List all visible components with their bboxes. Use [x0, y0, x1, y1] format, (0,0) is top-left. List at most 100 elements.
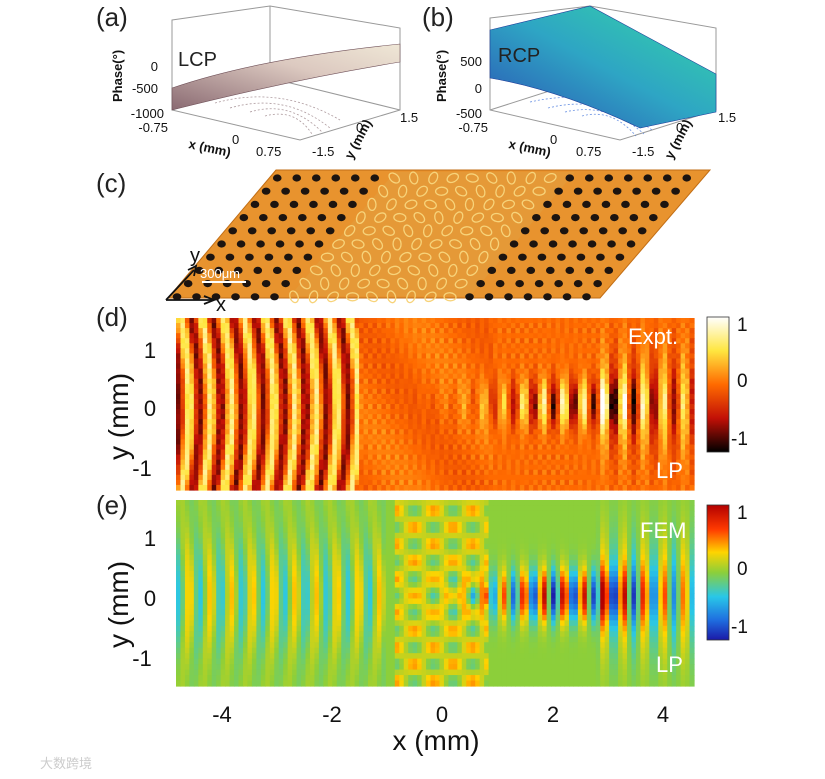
heatmap-cell: [613, 373, 619, 380]
heatmap-cell: [242, 378, 249, 385]
heatmap-cell: [260, 338, 266, 344]
heatmap-cell: [247, 348, 253, 355]
heatmap-cell: [251, 404, 257, 410]
heatmap-cell: [408, 434, 414, 441]
heatmap-cell: [689, 449, 695, 456]
heatmap-cell: [345, 527, 351, 534]
heatmap-cell: [555, 434, 561, 441]
heatmap-cell: [506, 414, 512, 420]
heatmap-cell: [631, 333, 637, 339]
heatmap-cell: [635, 516, 642, 523]
heatmap-cell: [640, 363, 646, 370]
hole: [359, 187, 368, 195]
heatmap-cell: [345, 393, 351, 400]
heatmap-cell: [493, 532, 499, 539]
heatmap-cell: [211, 414, 217, 420]
heatmap-cell: [323, 454, 329, 461]
meta-atom: [418, 252, 432, 262]
heatmap-cell: [537, 505, 543, 512]
heatmap-cell: [524, 474, 530, 481]
heatmap-cell: [600, 469, 606, 476]
heatmap-cell: [385, 378, 391, 385]
heatmap-cell: [189, 521, 195, 528]
heatmap-cell: [350, 368, 356, 375]
heatmap-cell: [524, 500, 530, 507]
heatmap-cell: [564, 393, 570, 400]
heatmap-cell: [354, 429, 360, 435]
heatmap-cell: [537, 409, 543, 415]
heatmap-cell: [546, 510, 552, 518]
heatmap-cell: [653, 393, 659, 400]
heatmap-cell: [216, 516, 222, 523]
hole: [225, 253, 235, 261]
heatmap-cell: [399, 343, 405, 349]
heatmap-cell: [631, 454, 637, 461]
heatmap-cell: [510, 469, 516, 476]
heatmap-cell: [198, 333, 204, 339]
heatmap-cell: [180, 323, 186, 329]
heatmap-cell: [180, 328, 186, 334]
heatmap-cell: [305, 409, 311, 415]
heatmap-cell: [501, 409, 508, 415]
heatmap-cell: [515, 368, 521, 375]
heatmap-cell: [609, 449, 615, 456]
heatmap-cell: [211, 532, 217, 539]
heatmap-cell: [345, 398, 351, 405]
hole: [598, 227, 608, 235]
panel-a-x-tick: 0.75: [256, 144, 281, 159]
heatmap-cell: [671, 338, 677, 344]
heatmap-cell: [225, 419, 231, 425]
meta-atom: [308, 290, 319, 304]
heatmap-cell: [475, 353, 481, 360]
heatmap-cell: [452, 353, 458, 360]
heatmap-cell: [180, 318, 186, 324]
panel-e-y-tick: 1: [144, 526, 156, 551]
heatmap-cell: [417, 510, 423, 518]
heatmap-cell: [327, 383, 333, 390]
heatmap-cell: [412, 338, 418, 344]
heatmap-cell: [408, 328, 414, 334]
heatmap-cell: [318, 469, 324, 476]
panel-b-z-tick: -500: [456, 106, 482, 121]
hole: [487, 266, 497, 274]
heatmap-cell: [595, 527, 601, 534]
heatmap-cell: [359, 373, 365, 380]
heatmap-cell: [667, 459, 673, 466]
heatmap-cell: [680, 464, 686, 471]
heatmap-cell: [685, 516, 691, 523]
heatmap-cell: [488, 348, 494, 355]
heatmap-cell: [372, 434, 378, 441]
heatmap-cell: [247, 388, 253, 395]
heatmap-cell: [318, 500, 324, 507]
heatmap-cell: [421, 328, 427, 334]
heatmap-cell: [251, 479, 257, 486]
heatmap-cell: [408, 516, 414, 523]
heatmap-cell: [274, 373, 280, 380]
heatmap-cell: [390, 469, 396, 476]
heatmap-cell: [202, 343, 208, 349]
heatmap-cell: [528, 439, 534, 446]
meta-atom: [382, 225, 395, 236]
heatmap-cell: [256, 398, 262, 405]
heatmap-cell: [198, 479, 204, 486]
heatmap-cell: [640, 383, 646, 390]
heatmap-cell: [466, 338, 472, 344]
hole: [573, 187, 583, 195]
heatmap-cell: [354, 459, 360, 466]
heatmap-cell: [408, 358, 414, 365]
heatmap-cell: [667, 484, 673, 491]
heatmap-cell: [421, 419, 427, 425]
heatmap-cell: [627, 505, 633, 512]
heatmap-cell: [403, 323, 409, 329]
heatmap-cell: [475, 378, 481, 385]
heatmap-cell: [644, 393, 650, 400]
heatmap-cell: [256, 383, 262, 390]
heatmap-cell: [260, 444, 266, 451]
heatmap-cell: [287, 532, 293, 539]
heatmap-cell: [591, 338, 597, 344]
heatmap-cell: [354, 419, 360, 425]
heatmap-cell: [189, 505, 195, 512]
hole: [584, 266, 594, 274]
heatmap-cell: [363, 527, 369, 534]
heatmap-cell: [180, 398, 186, 405]
